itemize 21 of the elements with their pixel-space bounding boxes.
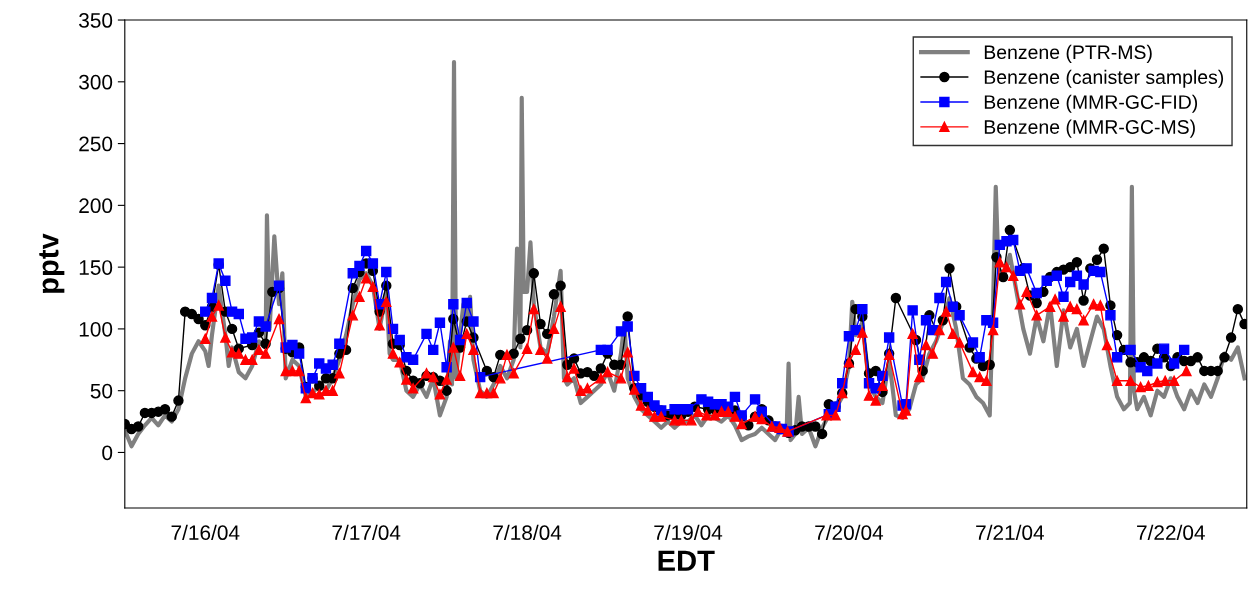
y-tick-label: 50	[90, 383, 113, 399]
legend-label: Benzene (canister samples)	[984, 69, 1224, 88]
y-axis-title: pptv	[39, 233, 65, 293]
y-tick-label: 100	[79, 321, 113, 337]
legend-label: Benzene (MMR-GC-FID)	[984, 94, 1198, 113]
x-tick-label: 7/19/04	[654, 524, 723, 541]
y-tick-label: 300	[79, 74, 113, 90]
x-tick-label: 7/17/04	[332, 524, 401, 541]
x-tick-label: 7/21/04	[976, 524, 1044, 541]
y-tick-label: 250	[79, 136, 113, 152]
legend-label: Benzene (PTR-MS)	[984, 44, 1152, 63]
legend-label: Benzene (MMR-GC-MS)	[984, 119, 1195, 138]
x-tick-label: 7/16/04	[171, 524, 240, 541]
x-axis-title: EDT	[658, 550, 715, 571]
y-tick-label: 200	[79, 198, 113, 214]
x-tick-label: 7/18/04	[493, 524, 562, 541]
y-tick-label: 350	[79, 13, 113, 28]
x-tick-label: 7/22/04	[1137, 524, 1205, 541]
y-tick-label: 0	[102, 445, 113, 461]
x-tick-label: 7/20/04	[815, 524, 884, 541]
y-tick-label: 150	[79, 260, 113, 275]
